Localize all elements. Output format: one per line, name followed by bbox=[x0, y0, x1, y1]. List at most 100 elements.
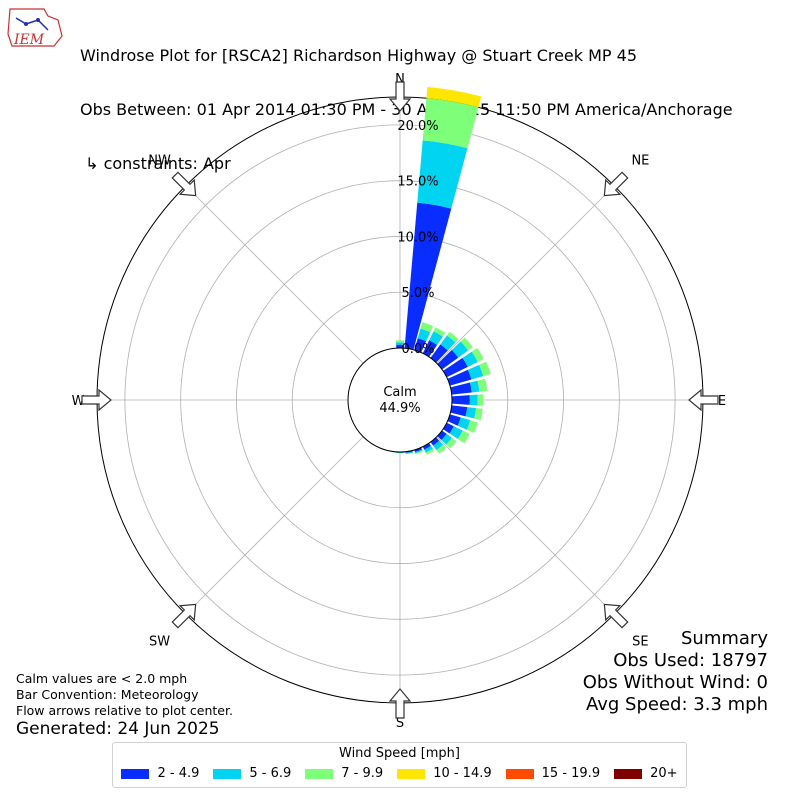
wind-bar-segment bbox=[404, 202, 452, 350]
wind-bar-segment bbox=[447, 414, 461, 426]
legend-label: 20+ bbox=[650, 766, 678, 781]
flow-arrow-shape bbox=[171, 171, 197, 197]
legend: Wind Speed [mph] 2 - 4.9 5 - 6.9 7 - 9.9 10… bbox=[112, 742, 687, 788]
wind-bar-segment bbox=[440, 335, 456, 351]
wind-bar-segment bbox=[457, 417, 471, 430]
wind-bar-segment bbox=[426, 87, 482, 108]
wind-bar-segment bbox=[424, 445, 433, 453]
legend-swatch bbox=[505, 768, 534, 779]
flow-arrow-icon bbox=[688, 388, 719, 412]
flow-arrow-shape bbox=[603, 171, 629, 197]
wind-bar-segment bbox=[429, 331, 443, 345]
legend-label: 2 - 4.9 bbox=[157, 766, 200, 781]
wind-bar-segment bbox=[414, 449, 423, 454]
wind-bar-segment bbox=[465, 407, 477, 419]
radial-tick-label: 0.0% bbox=[401, 342, 434, 357]
wind-bar-segment bbox=[396, 344, 404, 349]
wind-bar-segment bbox=[430, 344, 448, 363]
wind-bar-segment bbox=[471, 347, 484, 363]
flow-arrow-icon bbox=[603, 603, 629, 629]
summary-panel: Summary Obs Used: 18797 Obs Without Wind… bbox=[583, 628, 768, 716]
wind-bar-segment bbox=[457, 430, 470, 444]
summary-avg-speed: Avg Speed: 3.3 mph bbox=[586, 694, 768, 715]
wind-bar-segment bbox=[422, 443, 431, 450]
wind-bar-segment bbox=[415, 450, 423, 455]
legend-swatch bbox=[305, 768, 334, 779]
legend-swatch bbox=[213, 768, 242, 779]
wind-bar-segment bbox=[417, 140, 468, 209]
wind-bar-segment bbox=[443, 357, 468, 378]
legend-label: 7 - 9.9 bbox=[341, 766, 384, 781]
wind-bar-segment bbox=[450, 382, 472, 395]
wind-bar-segment bbox=[479, 361, 491, 377]
flow-arrow-icon bbox=[388, 81, 412, 112]
wind-bar-segment bbox=[469, 380, 480, 393]
flow-arrow-icon bbox=[171, 171, 197, 197]
wind-bar-segment bbox=[450, 405, 468, 417]
direction-label: SW bbox=[149, 634, 170, 649]
legend-items: 2 - 4.9 5 - 6.9 7 - 9.9 10 - 14.9 15 - 19.9 2… bbox=[113, 766, 686, 781]
legend-swatch bbox=[614, 768, 643, 779]
direction-label: E bbox=[718, 394, 726, 409]
generated-date: Generated: 24 Jun 2025 bbox=[16, 719, 220, 739]
wind-bar-segment bbox=[422, 98, 479, 149]
radial-tick-label: 5.0% bbox=[401, 286, 434, 301]
wind-bar-segment bbox=[437, 430, 447, 440]
calm-note: Calm values are < 2.0 mph bbox=[16, 671, 188, 686]
bar-convention-note: Bar Convention: Meteorology bbox=[16, 687, 199, 702]
legend-title: Wind Speed [mph] bbox=[339, 746, 460, 761]
radial-tick-label: 10.0% bbox=[397, 230, 438, 245]
direction-label: SE bbox=[632, 634, 648, 649]
legend-swatch bbox=[397, 768, 426, 779]
calm-value: 44.9% bbox=[379, 401, 420, 416]
wind-bar-segment bbox=[436, 444, 447, 454]
wind-bar-segment bbox=[451, 341, 469, 358]
flow-arrow-icon bbox=[603, 171, 629, 197]
wind-bar-segment bbox=[446, 437, 457, 449]
wind-bar-segment bbox=[405, 451, 414, 454]
grid-spoke bbox=[436, 185, 615, 364]
direction-label: NW bbox=[148, 154, 171, 169]
flow-arrow-shape bbox=[171, 603, 197, 629]
wind-bar-segment bbox=[422, 340, 438, 357]
wind-bar-segment bbox=[433, 327, 446, 337]
wind-bar-segment bbox=[395, 340, 405, 343]
wind-bar-segment bbox=[474, 408, 483, 421]
legend-item: 2 - 4.9 bbox=[121, 766, 199, 781]
wind-bar-segment bbox=[466, 420, 478, 433]
radial-tick-label: 15.0% bbox=[397, 175, 438, 190]
summary-obs-without-wind: Obs Without Wind: 0 bbox=[582, 672, 768, 693]
calm-circle bbox=[347, 347, 453, 453]
wind-bar-segment bbox=[420, 322, 433, 333]
wind-bar-segment bbox=[395, 342, 405, 345]
radial-tick-label: 20.0% bbox=[397, 119, 438, 134]
grid-spoke bbox=[185, 185, 364, 364]
legend-item: 7 - 9.9 bbox=[305, 766, 383, 781]
legend-label: 15 - 19.9 bbox=[541, 766, 601, 781]
wind-bar-segment bbox=[449, 426, 463, 440]
legend-item: 5 - 6.9 bbox=[213, 766, 291, 781]
flow-arrow-icon bbox=[388, 688, 412, 719]
wind-bar-segment bbox=[437, 349, 459, 370]
flow-arrows-note: Flow arrows relative to plot center. bbox=[16, 703, 233, 718]
wind-bar-segment bbox=[447, 369, 472, 386]
grid-spoke bbox=[436, 436, 615, 615]
logo: IEM bbox=[7, 8, 63, 48]
wind-bar-segment bbox=[430, 437, 440, 446]
wind-bar-segment bbox=[462, 351, 478, 367]
legend-label: 5 - 6.9 bbox=[249, 766, 292, 781]
direction-label: S bbox=[396, 716, 404, 731]
chart-notes: Calm values are < 2.0 mph Bar Convention… bbox=[16, 671, 233, 719]
wind-bar-segment bbox=[460, 337, 473, 351]
chart-title: Windrose Plot for [RSCA2] Richardson Hig… bbox=[80, 11, 733, 191]
flow-arrow-shape bbox=[388, 81, 412, 112]
flow-arrow-icon bbox=[81, 388, 112, 412]
direction-label: W bbox=[72, 394, 85, 409]
wind-bar-segment bbox=[469, 394, 478, 406]
wind-bar-segment bbox=[417, 328, 431, 342]
summary-title: Summary bbox=[681, 628, 768, 649]
flow-arrow-shape bbox=[688, 388, 719, 412]
wind-bar-segment bbox=[441, 433, 452, 445]
wind-bar-segment bbox=[477, 378, 488, 392]
wind-bar-segment bbox=[414, 447, 423, 453]
